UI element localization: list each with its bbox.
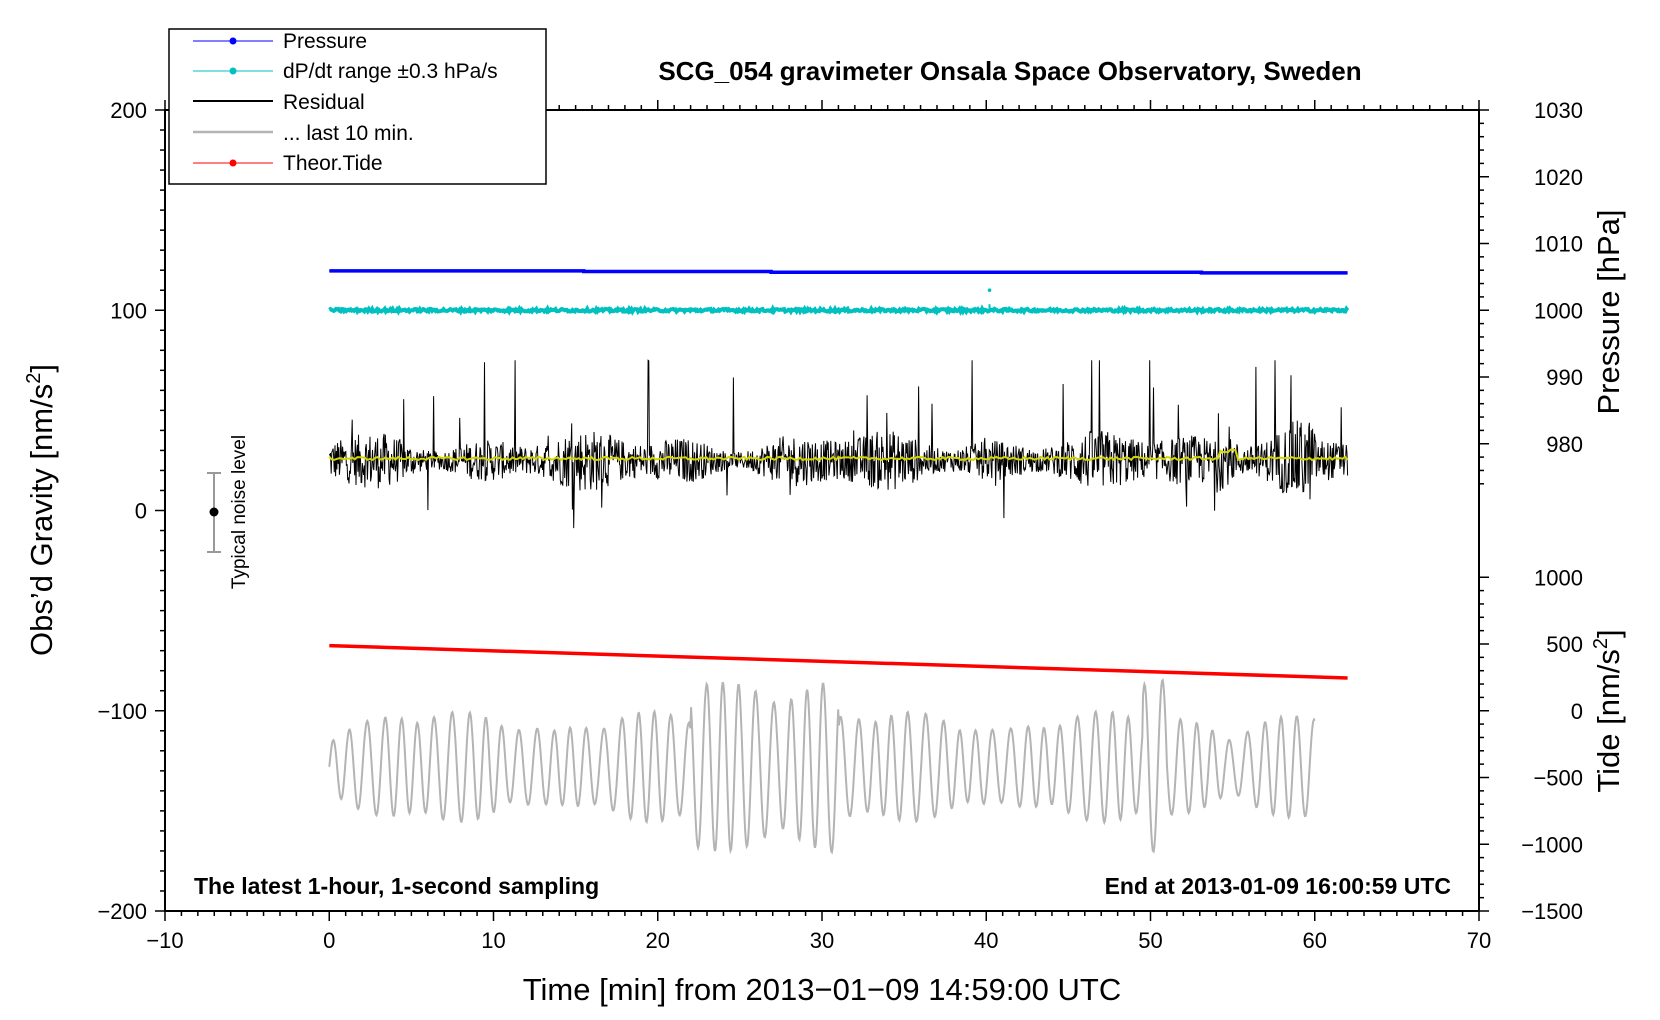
x-tick-label: 50: [1138, 928, 1162, 953]
series-pressure: [329, 269, 1348, 275]
y-tick-label: 200: [110, 98, 147, 123]
residual-smoothed-line: [328, 448, 1349, 462]
tide-label: Tide [nm/s: [1591, 649, 1626, 793]
legend-marker-dpdt: [229, 67, 237, 75]
chart-title: SCG_054 gravimeter Onsala Space Observat…: [658, 56, 1361, 86]
noise-bar-center: [209, 507, 219, 517]
series-residual: [328, 359, 1349, 529]
legend-label-dpdt: dP/dt range ±0.3 hPa/s: [283, 60, 498, 83]
pressure-tick-label: 980: [1546, 432, 1583, 457]
pressure-tick-label: 1000: [1534, 298, 1583, 323]
tide-tick-label: −1000: [1521, 832, 1583, 857]
axis-ticks: −10 0 10 20 30 40 50 60 70−200−10001002009809901…: [97, 98, 1583, 953]
x-tick-label: 20: [646, 928, 670, 953]
y-left-sup: 2: [23, 373, 45, 384]
dpdt-spike-point: [987, 288, 992, 293]
legend-label-last-10-min: ... last 10 min.: [283, 122, 414, 145]
x-tick-label: 30: [810, 928, 834, 953]
tide-sup: 2: [1590, 638, 1612, 649]
plot-frame: [164, 109, 1480, 912]
y-left-end: ]: [24, 364, 59, 373]
legend: Pressure dP/dt range ±0.3 hPa/s Residual…: [168, 28, 547, 185]
legend-box: [168, 28, 547, 185]
residual-line: [328, 359, 1349, 529]
x-tick-label: 60: [1303, 928, 1327, 953]
theor-tide-line: [329, 643, 1348, 680]
dpdt-line: [328, 304, 1350, 317]
tide-tick-label: 1000: [1534, 565, 1583, 590]
y-axis-title-tide: Tide [nm/s2]: [1590, 629, 1626, 792]
pressure-tick-label: 1030: [1534, 98, 1583, 123]
pressure-tick-label: 1010: [1534, 232, 1583, 257]
legend-marker-pressure: [229, 37, 237, 45]
noise-label: Typical noise level: [229, 435, 250, 589]
x-axis-title: Time [min] from 2013−01−09 14:59:00 UTC: [523, 972, 1122, 1007]
y-axis-title-left: Obs’d Gravity [nm/s2]: [23, 364, 59, 656]
x-tick-label: 70: [1467, 928, 1491, 953]
pressure-tick-label: 1020: [1534, 165, 1583, 190]
legend-label-pressure: Pressure: [283, 30, 367, 53]
x-tick-label: 0: [323, 928, 335, 953]
annotation-end-time: End at 2013-01-09 16:00:59 UTC: [1105, 873, 1451, 899]
series-last-10-min: [328, 677, 1316, 855]
y-tick-label: −200: [97, 899, 147, 924]
legend-label-residual: Residual: [283, 91, 365, 114]
noise-level-indicator: Typical noise level: [207, 435, 250, 589]
tide-end: ]: [1591, 629, 1626, 638]
annotation-sampling: The latest 1-hour, 1-second sampling: [194, 873, 599, 899]
series-theor-tide: [329, 643, 1348, 680]
legend-label-theor-tide: Theor.Tide: [283, 152, 383, 175]
y-left-label: Obs’d Gravity [nm/s: [24, 384, 59, 656]
x-tick-label: −10: [146, 928, 183, 953]
tide-tick-label: 0: [1571, 699, 1583, 724]
y-axis-title-pressure: Pressure [hPa]: [1591, 209, 1626, 414]
legend-marker-theor-tide: [229, 159, 237, 167]
series-dpdt: [328, 288, 1350, 317]
y-tick-label: 100: [110, 298, 147, 323]
y-tick-label: −100: [97, 699, 147, 724]
tide-tick-label: −1500: [1521, 899, 1583, 924]
series-residual-smoothed: [328, 448, 1349, 462]
x-tick-label: 40: [974, 928, 998, 953]
pressure-tick-label: 990: [1546, 365, 1583, 390]
x-tick-label: 10: [481, 928, 505, 953]
pressure-line: [329, 269, 1348, 275]
y-tick-label: 0: [135, 499, 147, 524]
last-10-min-line: [328, 677, 1316, 855]
tide-tick-label: −500: [1533, 766, 1583, 791]
tide-tick-label: 500: [1546, 632, 1583, 657]
